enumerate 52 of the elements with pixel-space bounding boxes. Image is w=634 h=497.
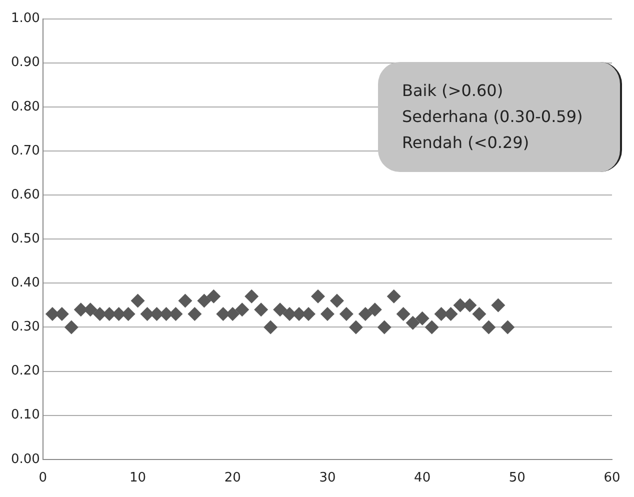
y-tick-label: 0.60: [10, 187, 40, 202]
point: [302, 307, 316, 321]
point: [406, 316, 420, 330]
point: [64, 320, 78, 334]
y-tick-label: 0.00: [10, 452, 40, 467]
point: [472, 307, 486, 321]
point: [235, 302, 250, 317]
point: [339, 307, 354, 321]
point: [482, 320, 496, 334]
y-tick-label: 0.70: [10, 143, 40, 158]
point: [130, 294, 145, 308]
annotation: Rendah (<0.29): [402, 132, 530, 154]
annotation: Sederhana (0.30-0.59): [402, 106, 584, 128]
point: [254, 302, 268, 317]
point: [244, 289, 259, 304]
point: [206, 289, 221, 304]
point: [197, 294, 212, 308]
x-tick-label: 60: [604, 470, 620, 486]
y-tick-label: 0.40: [10, 276, 40, 291]
y-tick-label: 1.00: [10, 11, 40, 26]
x-tick-label: 0: [38, 470, 48, 486]
point: [188, 307, 202, 321]
point: [415, 311, 430, 326]
point: [310, 289, 325, 304]
point: [264, 320, 278, 334]
x-tick-label: 30: [319, 470, 336, 486]
point: [396, 307, 410, 321]
point: [348, 320, 363, 334]
y-tick-label: 0.10: [10, 408, 40, 423]
point: [368, 302, 382, 317]
point: [358, 307, 372, 321]
y-tick-label: 0.20: [10, 364, 40, 379]
y-tick-label: 0.80: [10, 99, 40, 114]
y-tick-label: 0.90: [10, 55, 40, 70]
text-box: Baik (>0.60) Sederhana (0.30-0.59) Rendah (<0.29): [378, 62, 622, 172]
x-tick-label: 50: [508, 470, 526, 486]
point: [386, 289, 401, 304]
point: [226, 307, 240, 321]
point: [330, 294, 344, 308]
x-tick-label: 40: [414, 470, 431, 486]
x-tick-label: 20: [224, 470, 241, 486]
annotation: Baik (>0.60): [402, 80, 504, 102]
point: [320, 307, 334, 321]
point: [377, 320, 392, 334]
point: [500, 320, 515, 334]
x-tick-label: 10: [130, 470, 146, 486]
point: [178, 294, 192, 308]
y-tick-label: 0.30: [10, 320, 40, 335]
point: [273, 302, 288, 317]
y-tick-label: 0.50: [10, 231, 40, 246]
point: [424, 320, 439, 334]
point: [491, 298, 506, 312]
